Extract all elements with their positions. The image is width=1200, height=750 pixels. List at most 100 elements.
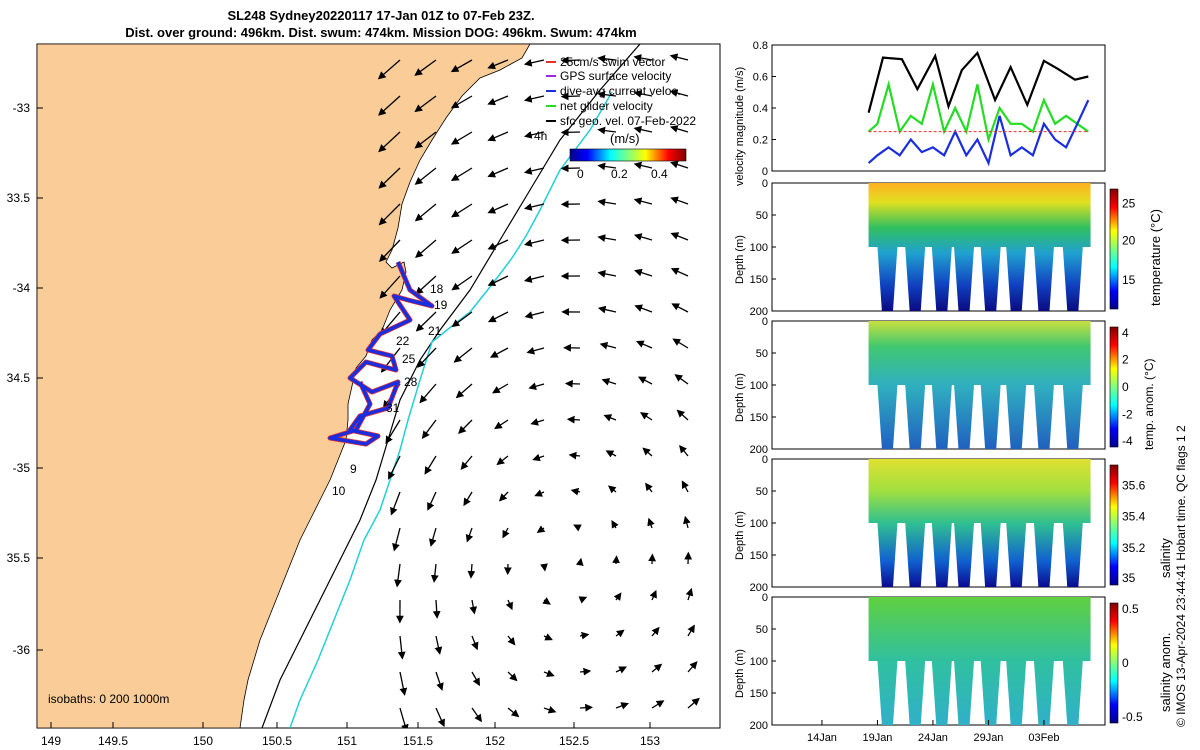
temp-anomaly-heatmap bbox=[868, 321, 1091, 449]
velocity-arrow bbox=[597, 234, 617, 242]
velocity-arrow bbox=[523, 275, 545, 283]
depth-tick-label: 50 bbox=[756, 624, 768, 636]
velocity-arrow bbox=[487, 203, 509, 214]
depth-ylabel-sal: Depth (m) bbox=[734, 511, 746, 560]
depth-tick-label: 200 bbox=[750, 306, 768, 318]
velocity-arrow bbox=[672, 338, 689, 349]
date-axis: 14Jan 19Jan 24Jan 29Jan 03Feb bbox=[807, 720, 1060, 744]
velocity-arrow bbox=[573, 524, 582, 532]
map-y-tick-label: -33 bbox=[13, 101, 31, 115]
colorbar-unit: (m/s) bbox=[610, 131, 640, 146]
velocity-arrow bbox=[523, 167, 545, 175]
velocity-series-2 bbox=[867, 99, 1090, 167]
map-x-tick-label: 153 bbox=[640, 734, 660, 748]
velocity-arrow bbox=[611, 520, 619, 529]
velocity-arrow bbox=[536, 525, 546, 533]
velocity-arrow bbox=[528, 382, 545, 391]
depth-tick-label: 150 bbox=[750, 412, 768, 424]
velocity-arrow bbox=[451, 203, 473, 218]
velocity-arrow bbox=[526, 346, 545, 355]
depth-tick-label: 200 bbox=[750, 582, 768, 594]
temperature-clabel: temperature (°C) bbox=[1148, 209, 1163, 306]
depth-tick-label: 0 bbox=[762, 454, 768, 466]
velocity-arrow bbox=[458, 419, 473, 435]
velocity-arrow bbox=[388, 455, 401, 480]
salinity-colorbar-tick: 35.6 bbox=[1122, 478, 1146, 492]
velocity-arrow bbox=[505, 599, 513, 611]
day-label: 21 bbox=[428, 324, 442, 338]
velocity-arrow bbox=[687, 661, 698, 673]
velocity-arrow bbox=[543, 669, 555, 677]
velocity-panel: 0 0.2 0.4 0.6 0.8 bbox=[753, 40, 1106, 178]
velocity-arrow bbox=[560, 128, 581, 137]
legend-label-gps: GPS surface velocity bbox=[560, 69, 671, 83]
salinity-heatmap bbox=[868, 459, 1091, 587]
velocity-arrow bbox=[397, 635, 406, 660]
map-x-tick-label: 151.5 bbox=[403, 734, 433, 748]
velocity-arrow bbox=[471, 635, 479, 651]
plot-title-line2: Dist. over ground: 496km. Dist. swum: 47… bbox=[125, 25, 637, 40]
velocity-arrow bbox=[498, 491, 509, 502]
colorbar-tick: 0.4 bbox=[651, 167, 668, 181]
velocity-arrow bbox=[487, 167, 509, 178]
velocity-arrow bbox=[394, 563, 402, 588]
velocity-arrow bbox=[570, 487, 581, 496]
depth-tick-label: 50 bbox=[756, 348, 768, 360]
velocity-arrow bbox=[579, 631, 590, 640]
velocity-arrow bbox=[543, 706, 557, 714]
velocity-arrow bbox=[540, 563, 548, 572]
legend-label-swim: 25cm/s swim vector bbox=[560, 55, 665, 69]
velocity-arrow bbox=[579, 703, 594, 712]
depth-tick-label: 0 bbox=[762, 592, 768, 604]
velocity-arrow bbox=[640, 412, 653, 421]
depth-tick-label: 50 bbox=[756, 210, 768, 222]
map-x-tick-label: 150 bbox=[193, 734, 213, 748]
depth-ylabel-temp: Depth (m) bbox=[734, 235, 746, 284]
velocity-arrow bbox=[601, 378, 617, 386]
date-tick-label: 14Jan bbox=[807, 732, 837, 744]
depth-tick-label: 150 bbox=[750, 550, 768, 562]
velocity-arrow bbox=[634, 304, 653, 313]
velocity-y-tick-label: 0 bbox=[762, 166, 768, 178]
velocity-arrow bbox=[532, 453, 545, 462]
temp-anomaly-colorbar-tick: -2 bbox=[1122, 408, 1133, 422]
legend-label-net: net glider velocity bbox=[560, 99, 653, 113]
velocity-arrow bbox=[634, 268, 653, 277]
credit-text: © IMOS 13-Apr-2024 23:44:41 Hobart time.… bbox=[1174, 425, 1188, 727]
velocity-arrow bbox=[507, 707, 520, 718]
velocity-arrow bbox=[597, 162, 617, 171]
glider-track bbox=[327, 261, 435, 447]
velocity-arrow bbox=[450, 95, 473, 109]
velocity-arrow bbox=[575, 557, 584, 567]
map-y-tick-label: 35.5 bbox=[7, 551, 31, 565]
velocity-arrow bbox=[542, 597, 551, 605]
marker-4h: 4h bbox=[534, 129, 547, 143]
velocity-arrow bbox=[487, 311, 509, 323]
depth-tick-label: 0 bbox=[762, 316, 768, 328]
velocity-arrow bbox=[615, 629, 625, 638]
velocity-arrow bbox=[645, 482, 653, 493]
day-label: 31 bbox=[386, 401, 400, 415]
velocity-y-tick-label: 0.4 bbox=[753, 103, 768, 115]
temp-anomaly-colorbar-tick: 2 bbox=[1122, 352, 1129, 366]
velocity-arrow bbox=[487, 131, 509, 142]
velocity-arrow bbox=[451, 239, 473, 254]
colorbar-tick: 0.2 bbox=[611, 167, 628, 181]
velocity-arrow bbox=[494, 419, 509, 430]
velocity-arrow bbox=[633, 161, 653, 170]
velocity-arrow bbox=[615, 702, 629, 710]
velocity-arrow bbox=[435, 707, 445, 728]
velocity-arrow bbox=[435, 671, 444, 691]
velocity-arrow bbox=[633, 54, 653, 62]
date-tick-label: 29Jan bbox=[973, 732, 1003, 744]
velocity-arrow bbox=[415, 239, 437, 259]
day-label: 22 bbox=[396, 334, 410, 348]
surface-velocity-field bbox=[377, 53, 700, 728]
velocity-arrow bbox=[415, 275, 437, 295]
velocity-arrow bbox=[566, 415, 581, 424]
velocity-arrow bbox=[560, 56, 581, 65]
velocity-arrow bbox=[597, 126, 617, 135]
depth-tick-label: 100 bbox=[750, 656, 768, 668]
velocity-arrow bbox=[670, 160, 689, 169]
temperature-colorbar bbox=[1109, 188, 1119, 310]
